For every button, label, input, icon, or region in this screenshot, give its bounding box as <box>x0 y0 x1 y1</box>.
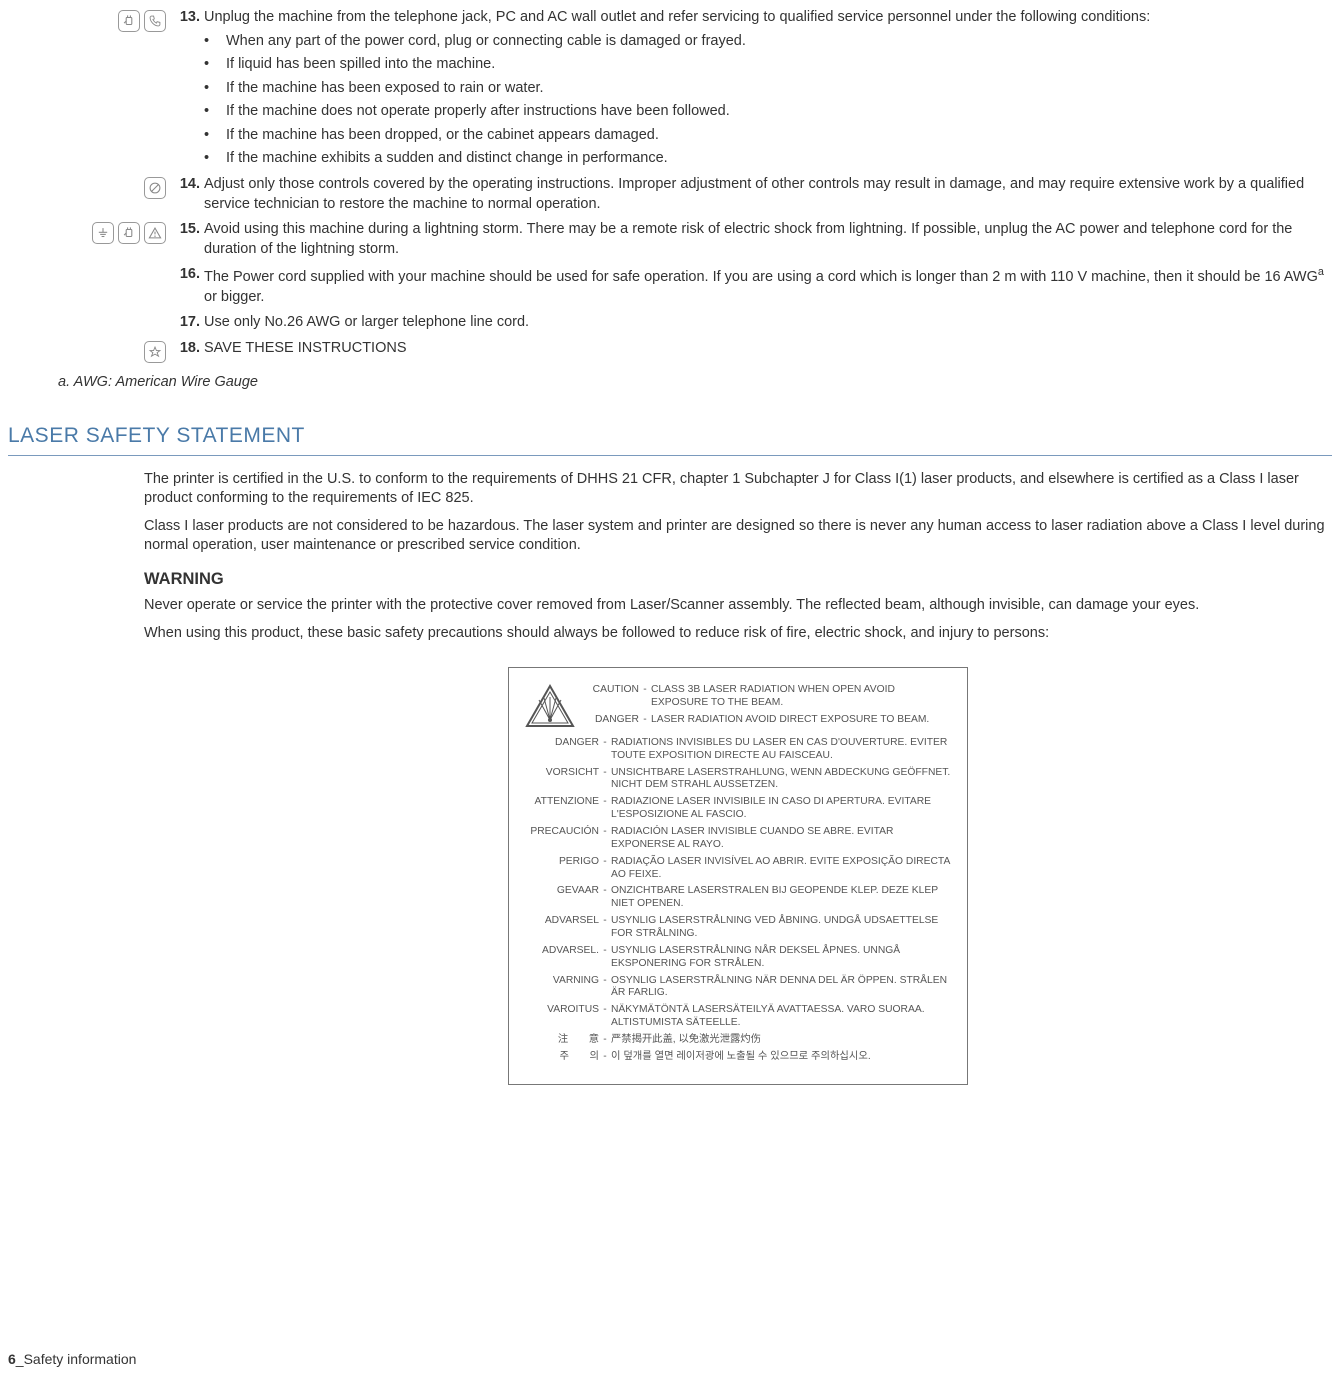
instruction-item: 14.Adjust only those controls covered by… <box>8 175 1332 214</box>
bullet-item: If the machine has been dropped, or the … <box>226 126 1332 146</box>
lang-text: ONZICHTBARE LASERSTRALEN BIJ GEOPENDE KL… <box>611 885 951 911</box>
bullet-item: When any part of the power cord, plug or… <box>226 32 1332 52</box>
warn-icon <box>144 222 166 244</box>
label-caution-text: CLASS 3B LASER RADIATION WHEN OPEN AVOID… <box>651 684 951 710</box>
lang-label: ADVARSEL <box>525 915 599 941</box>
label-lang-row: ADVARSEL-USYNLIG LASERSTRÅLNING VED ÅBNI… <box>525 915 951 941</box>
label-lang-row: PRECAUCIÓN-RADIACIÓN LASER INVISIBLE CUA… <box>525 826 951 852</box>
label-lang-row: GEVAAR-ONZICHTBARE LASERSTRALEN BIJ GEOP… <box>525 885 951 911</box>
lang-text: USYNLIG LASERSTRÅLNING NÅR DEKSEL ÅPNES.… <box>611 945 951 971</box>
warning-paragraph-1: Never operate or service the printer wit… <box>144 596 1332 616</box>
lang-text: 严禁揭开此盖, 以免激光泄露灼伤 <box>611 1034 951 1047</box>
item-text: SAVE THESE INSTRUCTIONS <box>204 339 1332 359</box>
laser-paragraph-2: Class I laser products are not considere… <box>144 517 1332 556</box>
instruction-item: 17.Use only No.26 AWG or larger telephon… <box>8 313 1332 333</box>
instruction-item: 15.Avoid using this machine during a lig… <box>8 220 1332 259</box>
lang-text: OSYNLIG LASERSTRÅLNING NÄR DENNA DEL ÄR … <box>611 975 951 1001</box>
lang-label: ATTENZIONE <box>525 796 599 822</box>
item-text: Use only No.26 AWG or larger telephone l… <box>204 313 1332 333</box>
footnote: a. AWG: American Wire Gauge <box>58 373 1332 393</box>
lang-text: UNSICHTBARE LASERSTRAHLUNG, WENN ABDECKU… <box>611 767 951 793</box>
lang-label: ADVARSEL. <box>525 945 599 971</box>
label-lang-row: 注 意-严禁揭开此盖, 以免激光泄露灼伤 <box>525 1034 951 1047</box>
instruction-item: 16.The Power cord supplied with your mac… <box>8 265 1332 307</box>
lang-label: GEVAAR <box>525 885 599 911</box>
lang-text: RADIACIÓN LASER INVISIBLE CUANDO SE ABRE… <box>611 826 951 852</box>
lang-text: USYNLIG LASERSTRÅLNING VED ÅBNING. UNDGÅ… <box>611 915 951 941</box>
lang-label: PERIGO <box>525 856 599 882</box>
label-danger: DANGER <box>585 714 639 727</box>
item-text: Adjust only those controls covered by th… <box>204 175 1332 214</box>
laser-triangle-icon <box>525 684 575 728</box>
laser-paragraph-1: The printer is certified in the U.S. to … <box>144 470 1332 509</box>
bullet-item: If the machine has been exposed to rain … <box>226 79 1332 99</box>
laser-warning-label: CAUTION - CLASS 3B LASER RADIATION WHEN … <box>508 667 968 1084</box>
instruction-item: 13.Unplug the machine from the telephone… <box>8 8 1332 169</box>
plug-icon <box>118 222 140 244</box>
item-number: 16. <box>176 265 204 307</box>
item-number: 14. <box>176 175 204 214</box>
instruction-item: 18.SAVE THESE INSTRUCTIONS <box>8 339 1332 363</box>
bullet-item: If liquid has been spilled into the mach… <box>226 55 1332 75</box>
label-lang-row: ADVARSEL.-USYNLIG LASERSTRÅLNING NÅR DEK… <box>525 945 951 971</box>
item-bullets: When any part of the power cord, plug or… <box>204 32 1332 169</box>
lang-label: 注 意 <box>525 1034 599 1047</box>
item-number: 17. <box>176 313 204 333</box>
label-lang-row: PERIGO-RADIAÇÃO LASER INVISÍVEL AO ABRIR… <box>525 856 951 882</box>
label-caution: CAUTION <box>585 684 639 710</box>
lang-label: DANGER <box>525 737 599 763</box>
label-danger-text: LASER RADIATION AVOID DIRECT EXPOSURE TO… <box>651 714 951 727</box>
label-lang-row: DANGER-RADIATIONS INVISIBLES DU LASER EN… <box>525 737 951 763</box>
lang-label: VAROITUS <box>525 1004 599 1030</box>
lang-text: RADIATIONS INVISIBLES DU LASER EN CAS D'… <box>611 737 951 763</box>
page-section: _Safety information <box>16 1351 137 1367</box>
phone-icon <box>144 10 166 32</box>
label-lang-row: VAROITUS-NÄKYMÄTÖNTÄ LASERSÄTEILYÄ AVATT… <box>525 1004 951 1030</box>
lang-text: NÄKYMÄTÖNTÄ LASERSÄTEILYÄ AVATTAESSA. VA… <box>611 1004 951 1030</box>
page-footer: 6_Safety information <box>8 1350 136 1369</box>
item-text: The Power cord supplied with your machin… <box>204 265 1332 307</box>
item-number: 15. <box>176 220 204 259</box>
warning-heading: WARNING <box>144 568 1332 590</box>
bullet-item: If the machine exhibits a sudden and dis… <box>226 149 1332 169</box>
laser-safety-heading: LASER SAFETY STATEMENT <box>8 422 1332 455</box>
lang-text: 이 덮개를 열면 레이저광에 노출될 수 있으므로 주의하십시오. <box>611 1051 951 1064</box>
label-lang-row: VORSICHT-UNSICHTBARE LASERSTRAHLUNG, WEN… <box>525 767 951 793</box>
lang-label: PRECAUCIÓN <box>525 826 599 852</box>
item-number: 13. <box>176 8 204 169</box>
lang-text: RADIAZIONE LASER INVISIBILE IN CASO DI A… <box>611 796 951 822</box>
lang-label: VARNING <box>525 975 599 1001</box>
lang-label: 주 의 <box>525 1051 599 1064</box>
plug-icon <box>118 10 140 32</box>
item-text: Unplug the machine from the telephone ja… <box>204 8 1332 28</box>
item-text: Avoid using this machine during a lightn… <box>204 220 1332 259</box>
label-lang-row: VARNING-OSYNLIG LASERSTRÅLNING NÄR DENNA… <box>525 975 951 1001</box>
star-icon <box>144 341 166 363</box>
ground-icon <box>92 222 114 244</box>
forbid-icon <box>144 177 166 199</box>
lang-label: VORSICHT <box>525 767 599 793</box>
label-lang-row: 주 의-이 덮개를 열면 레이저광에 노출될 수 있으므로 주의하십시오. <box>525 1051 951 1064</box>
item-number: 18. <box>176 339 204 363</box>
bullet-item: If the machine does not operate properly… <box>226 102 1332 122</box>
label-lang-row: ATTENZIONE-RADIAZIONE LASER INVISIBILE I… <box>525 796 951 822</box>
page-number: 6 <box>8 1351 16 1367</box>
warning-paragraph-2: When using this product, these basic saf… <box>144 624 1332 644</box>
lang-text: RADIAÇÃO LASER INVISÍVEL AO ABRIR. EVITE… <box>611 856 951 882</box>
